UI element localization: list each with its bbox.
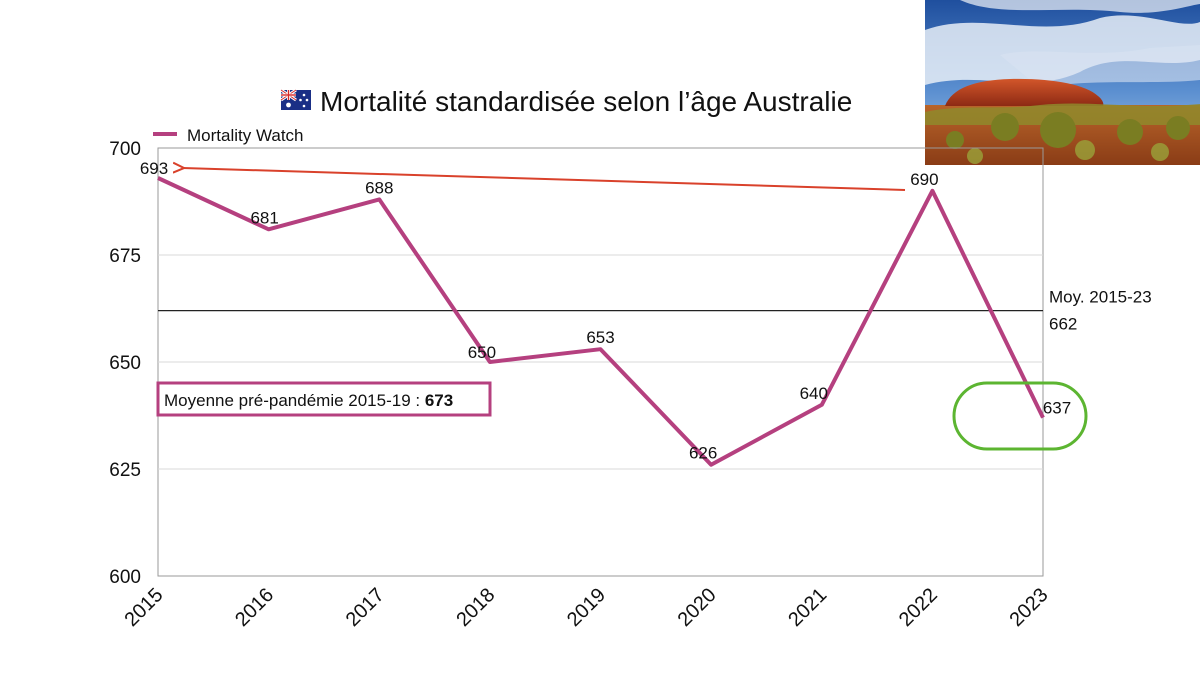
trend-arrow-annotation xyxy=(183,168,906,191)
legend: Mortality Watch xyxy=(153,126,304,145)
average-line-group: Moy. 2015-23 662 xyxy=(158,288,1152,334)
data-label-2019: 653 xyxy=(586,328,614,347)
x-tick-label-2022: 2022 xyxy=(895,584,942,631)
chart-title: Mortalité standardisée selon l’âge Austr… xyxy=(280,86,852,117)
data-label-2020: 626 xyxy=(689,444,717,463)
y-tick-label-600: 600 xyxy=(109,567,141,588)
y-tick-label-700: 700 xyxy=(109,139,141,160)
data-label-2017: 688 xyxy=(365,178,393,197)
data-label-2016: 681 xyxy=(250,208,278,227)
x-axis: 2015 2016 2017 2018 2019 2020 2021 2022 2023 xyxy=(121,584,1053,631)
data-label-2015: 693 xyxy=(140,159,168,178)
data-label-2023: 637 xyxy=(1043,399,1071,418)
data-labels: 693 681 688 650 653 626 640 690 637 xyxy=(140,159,1071,463)
uluru-landscape-photo xyxy=(925,0,1200,165)
data-label-2018: 650 xyxy=(468,343,496,362)
x-tick-label-2020: 2020 xyxy=(674,584,721,631)
chart-title-text: Mortalité standardisée selon l’âge Austr… xyxy=(320,86,852,117)
pre-pandemic-average-box: Moyenne pré-pandémie 2015-19 : 673 xyxy=(156,381,492,417)
pre-pandemic-label: Moyenne pré-pandémie 2015-19 : xyxy=(164,391,425,410)
x-tick-label-2023: 2023 xyxy=(1006,584,1053,631)
x-tick-label-2015: 2015 xyxy=(121,584,168,631)
data-label-2022: 690 xyxy=(910,170,938,189)
gridlines xyxy=(158,254,1043,470)
x-tick-label-2017: 2017 xyxy=(342,584,389,631)
legend-label-mortality-watch: Mortality Watch xyxy=(187,126,304,145)
australia-flag-icon xyxy=(280,88,311,110)
series-line-mortality-watch xyxy=(157,176,1045,467)
x-tick-label-2018: 2018 xyxy=(452,584,499,631)
x-tick-label-2021: 2021 xyxy=(784,584,831,631)
y-tick-label-650: 650 xyxy=(109,353,141,374)
average-line-label: Moy. 2015-23 xyxy=(1049,288,1152,307)
y-tick-label-675: 675 xyxy=(109,246,141,267)
highlight-2023-outline xyxy=(952,381,1088,451)
pre-pandemic-text: Moyenne pré-pandémie 2015-19 : 673 xyxy=(164,391,453,410)
x-tick-label-2016: 2016 xyxy=(231,584,278,631)
data-label-2021: 640 xyxy=(800,384,828,403)
pre-pandemic-box-frame xyxy=(156,381,492,417)
x-tick-label-2019: 2019 xyxy=(563,584,610,631)
y-axis: 600 625 650 675 700 xyxy=(109,139,141,588)
average-line-value: 662 xyxy=(1049,315,1077,334)
pre-pandemic-value: 673 xyxy=(425,391,453,410)
y-tick-label-625: 625 xyxy=(109,460,141,481)
